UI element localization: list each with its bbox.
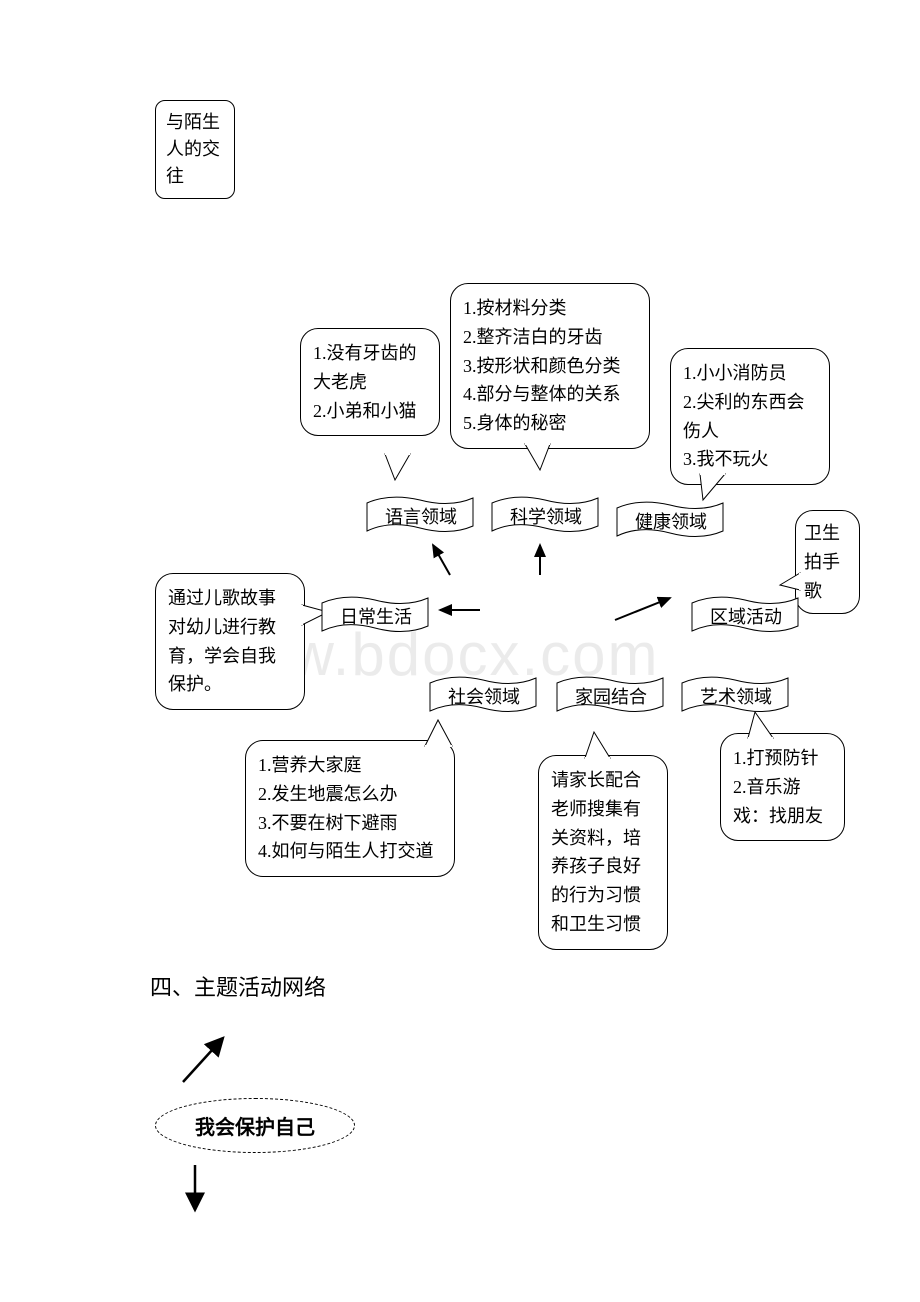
label-language: 语言领域 xyxy=(385,503,457,529)
health-line3: 3.我不玩火 xyxy=(683,445,817,474)
callout-society: 1.营养大家庭 2.发生地震怎么办 3.不要在树下避雨 4.如何与陌生人打交道 xyxy=(245,740,455,877)
label-art: 艺术领域 xyxy=(700,683,772,709)
language-line2: 2.小弟和小猫 xyxy=(313,397,427,426)
arrow-bottom-down xyxy=(180,1160,210,1220)
tail-language xyxy=(380,452,420,482)
science-line1: 1.按材料分类 xyxy=(463,294,637,323)
label-society: 社会领域 xyxy=(448,683,520,709)
arrow-region-in xyxy=(610,590,680,630)
arrow-lang-in xyxy=(425,540,455,580)
section-title: 四、主题活动网络 xyxy=(150,970,326,1002)
daily-text: 通过儿歌故事对幼儿进行教育，学会自我保护。 xyxy=(168,588,276,694)
top-box-stranger: 与陌生人的交往 xyxy=(155,100,235,199)
callout-region-small: 卫生拍手歌 xyxy=(795,510,860,614)
art-line1: 1.打预防针 xyxy=(733,744,832,773)
label-home: 家园结合 xyxy=(575,683,647,709)
center-oval-text: 我会保护自己 xyxy=(195,1111,315,1140)
language-line1: 1.没有牙齿的大老虎 xyxy=(313,339,427,397)
science-line3: 3.按形状和颜色分类 xyxy=(463,352,637,381)
science-line2: 2.整齐洁白的牙齿 xyxy=(463,323,637,352)
callout-health: 1.小小消防员 2.尖利的东西会伤人 3.我不玩火 xyxy=(670,348,830,485)
society-line3: 3.不要在树下避雨 xyxy=(258,809,442,838)
callout-language: 1.没有牙齿的大老虎 2.小弟和小猫 xyxy=(300,328,440,436)
label-daily: 日常生活 xyxy=(340,603,412,629)
arrow-sci-in xyxy=(530,540,550,580)
science-line5: 5.身体的秘密 xyxy=(463,409,637,438)
tail-home xyxy=(582,730,617,760)
tail-society xyxy=(420,718,460,748)
health-line1: 1.小小消防员 xyxy=(683,359,817,388)
label-health: 健康领域 xyxy=(635,508,707,534)
label-science: 科学领域 xyxy=(510,503,582,529)
callout-science: 1.按材料分类 2.整齐洁白的牙齿 3.按形状和颜色分类 4.部分与整体的关系 … xyxy=(450,283,650,449)
science-line4: 4.部分与整体的关系 xyxy=(463,380,637,409)
center-oval: 我会保护自己 xyxy=(155,1098,355,1153)
callout-art: 1.打预防针 2.音乐游戏：找朋友 xyxy=(720,733,845,841)
art-line2: 2.音乐游戏：找朋友 xyxy=(733,773,832,831)
society-line4: 4.如何与陌生人打交道 xyxy=(258,837,442,866)
label-region: 区域活动 xyxy=(710,603,782,629)
arrow-daily-in xyxy=(435,600,485,620)
home-text: 请家长配合老师搜集有关资料，培养孩子良好的行为习惯和卫生习惯 xyxy=(551,770,641,934)
society-line2: 2.发生地震怎么办 xyxy=(258,780,442,809)
arrow-bottom-up xyxy=(175,1030,235,1090)
region-small-text: 卫生拍手歌 xyxy=(804,523,840,601)
top-box-text: 与陌生人的交往 xyxy=(166,112,220,186)
society-line1: 1.营养大家庭 xyxy=(258,751,442,780)
tail-science xyxy=(520,442,560,472)
callout-home: 请家长配合老师搜集有关资料，培养孩子良好的行为习惯和卫生习惯 xyxy=(538,755,668,950)
health-line2: 2.尖利的东西会伤人 xyxy=(683,388,817,446)
callout-daily: 通过儿歌故事对幼儿进行教育，学会自我保护。 xyxy=(155,573,305,710)
